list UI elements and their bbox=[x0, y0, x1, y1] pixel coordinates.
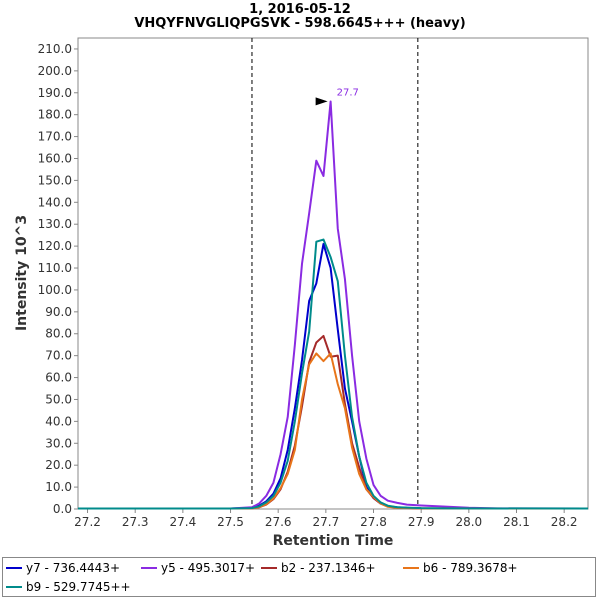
y-tick-label: 30.0 bbox=[45, 436, 72, 450]
plot-area bbox=[77, 37, 589, 510]
x-tick-label: 27.9 bbox=[408, 515, 435, 529]
y-tick-label: 0.0 bbox=[53, 502, 72, 516]
x-tick-label: 27.3 bbox=[122, 515, 149, 529]
y-axis-label: Intensity 10^3 bbox=[14, 215, 30, 331]
legend-label: b2 - 237.1346+ bbox=[281, 561, 376, 575]
peak-arrow-icon bbox=[315, 97, 328, 106]
y-tick-label: 20.0 bbox=[45, 458, 72, 472]
y-tick-label: 170.0 bbox=[38, 130, 72, 144]
y-tick-label: 110.0 bbox=[38, 261, 72, 275]
y-tick-label: 70.0 bbox=[45, 349, 72, 363]
y-tick-label: 40.0 bbox=[45, 414, 72, 428]
y-tick-label: 180.0 bbox=[38, 108, 72, 122]
x-tick-label: 27.5 bbox=[217, 515, 244, 529]
y-tick-label: 90.0 bbox=[45, 305, 72, 319]
legend-item: b9 - 529.7745++ bbox=[6, 578, 131, 596]
y-tick-label: 80.0 bbox=[45, 327, 72, 341]
y-tick-label: 120.0 bbox=[38, 239, 72, 253]
series-line bbox=[78, 238, 589, 510]
series-line bbox=[78, 100, 589, 510]
y-tick-label: 210.0 bbox=[38, 42, 72, 56]
x-axis-label: Retention Time bbox=[273, 533, 394, 549]
chart-subtitle: VHQYFNVGLIQPGSVK - 598.6645+++ (heavy) bbox=[134, 16, 465, 31]
y-tick-label: 150.0 bbox=[38, 173, 72, 187]
legend-label: y7 - 736.4443+ bbox=[26, 561, 121, 575]
legend-item: b2 - 237.1346+ bbox=[261, 559, 376, 577]
legend-label: y5 - 495.3017+ bbox=[161, 561, 256, 575]
y-tick-label: 140.0 bbox=[38, 195, 72, 209]
y-tick-label: 50.0 bbox=[45, 392, 72, 406]
legend-swatch bbox=[261, 567, 277, 569]
legend-item: y5 - 495.3017+ bbox=[141, 559, 255, 577]
y-tick-label: 60.0 bbox=[45, 371, 72, 385]
x-axis: 27.2 27.3 27.4 27.5 27.6 27.7 27.8 27.9 28.0 28.1… bbox=[74, 509, 578, 529]
legend-item: y7 - 736.4443+ bbox=[6, 559, 120, 577]
legend-swatch bbox=[403, 567, 419, 569]
x-tick-label: 27.7 bbox=[312, 515, 339, 529]
y-tick-label: 130.0 bbox=[38, 217, 72, 231]
x-tick-label: 27.2 bbox=[74, 515, 101, 529]
peak-annotation: 27.7 bbox=[315, 87, 359, 106]
x-tick-label: 27.8 bbox=[360, 515, 387, 529]
y-tick-label: 190.0 bbox=[38, 86, 72, 100]
x-tick-label: 27.6 bbox=[265, 515, 292, 529]
y-tick-label: 10.0 bbox=[45, 480, 72, 494]
legend-swatch bbox=[141, 567, 157, 569]
legend-label: b6 - 789.3678+ bbox=[423, 561, 518, 575]
legend: y7 - 736.4443+ y5 - 495.3017+ b2 - 237.134… bbox=[2, 557, 596, 597]
x-tick-label: 28.2 bbox=[551, 515, 578, 529]
y-axis: 0.0 10.0 20.0 30.0 40.0 50.0 60.0 70.0 80.0 90.0 1… bbox=[38, 42, 78, 516]
y-tick-label: 100.0 bbox=[38, 283, 72, 297]
legend-item: b6 - 789.3678+ bbox=[403, 559, 518, 577]
legend-swatch bbox=[6, 586, 22, 588]
peak-label: 27.7 bbox=[337, 87, 359, 98]
x-tick-label: 28.0 bbox=[455, 515, 482, 529]
legend-label: b9 - 529.7745++ bbox=[26, 580, 131, 594]
legend-swatch bbox=[6, 567, 22, 569]
y-tick-label: 200.0 bbox=[38, 64, 72, 78]
chart-title: 1, 2016-05-12 bbox=[249, 2, 351, 17]
x-tick-label: 27.4 bbox=[170, 515, 197, 529]
y-tick-label: 160.0 bbox=[38, 151, 72, 165]
x-tick-label: 28.1 bbox=[503, 515, 530, 529]
series-lines bbox=[78, 100, 589, 510]
integration-boundaries bbox=[251, 38, 419, 509]
